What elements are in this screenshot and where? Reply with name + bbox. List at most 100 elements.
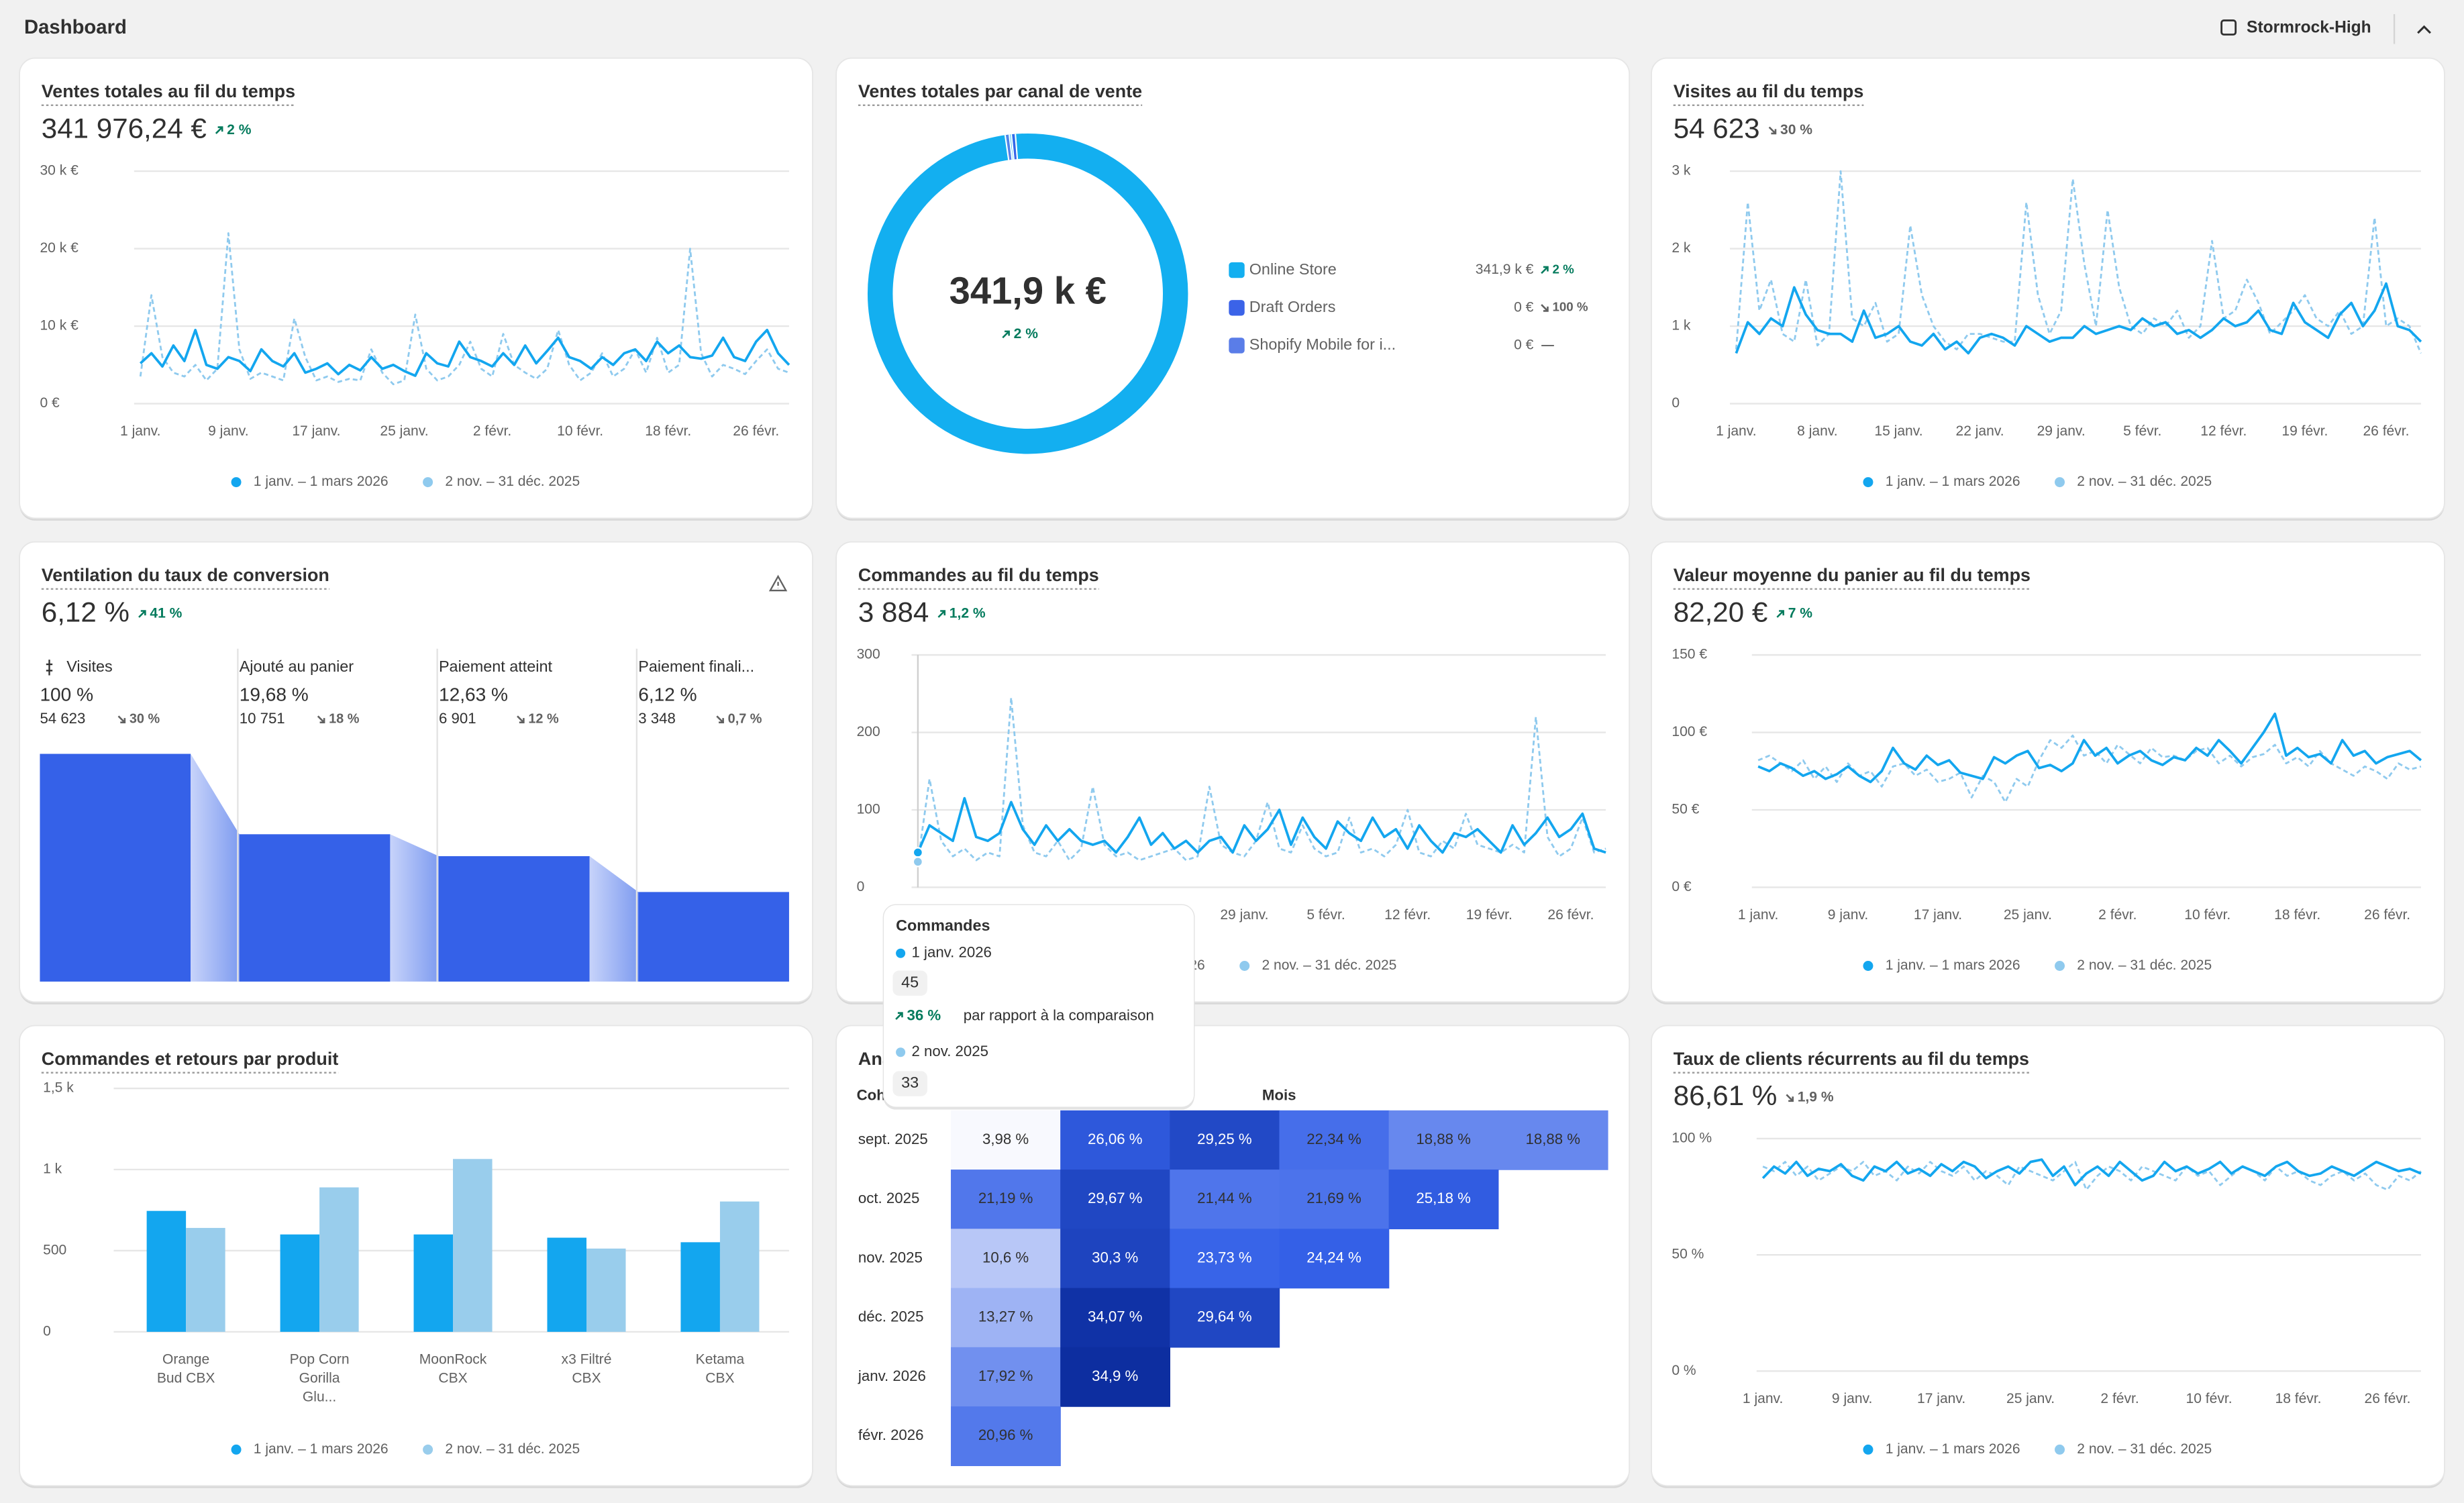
heatmap-cell (1060, 1170, 1171, 1230)
legend-swatch (1863, 1444, 1873, 1455)
tooltip-box (882, 904, 1195, 1108)
legend-swatch (2055, 477, 2065, 488)
legend-swatch (1229, 262, 1245, 278)
delta-arrow (1776, 610, 1784, 618)
x-tick-label: 25 janv. (380, 423, 428, 439)
x-tick-label: 17 janv. (1914, 907, 1962, 923)
funnel-bar (438, 856, 590, 982)
legend-label: Shopify Mobile for i... (1249, 335, 1396, 353)
stage-name: Paiement finali... (638, 658, 754, 675)
y-tick-label: 0 € (1672, 879, 1692, 894)
delta: 12 % (528, 711, 559, 726)
cell-label: 10,6 % (982, 1249, 1029, 1265)
row-label: janv. 2026 (858, 1367, 926, 1384)
cell-label: 29,64 % (1197, 1308, 1252, 1325)
tooltip-swatch (896, 1047, 906, 1057)
delta-arrow (1541, 304, 1549, 312)
legend-swatch (1229, 300, 1245, 316)
heatmap-cell (1170, 1110, 1280, 1170)
x-tick-label: Pop Corn (290, 1352, 350, 1367)
bar (146, 1210, 187, 1332)
donut-slice (867, 133, 1188, 454)
funnel-connector (589, 856, 639, 982)
heatmap-cell (1498, 1110, 1608, 1170)
x-tick-label: 5 févr. (1306, 907, 1345, 923)
heatmap-cell (1388, 1110, 1499, 1170)
tooltip: Commandes 1 janv. 2026 45 36 % par rapport à… (882, 904, 1195, 1110)
x-tick-label: Ketama (696, 1352, 745, 1367)
y-tick-label: 0 (43, 1323, 51, 1339)
tooltip-change: 36 % (907, 1006, 941, 1023)
cell-label: 21,44 % (1197, 1190, 1252, 1206)
stage-name: Paiement atteint (439, 658, 553, 675)
delta-arrow (138, 610, 146, 618)
delta-arrow (1541, 266, 1549, 274)
delta-arrow (895, 1012, 903, 1020)
series-line (1735, 282, 2422, 355)
delta-arrow (1786, 1094, 1794, 1102)
card: Visites au fil du temps 54 623 30 % 0 1 k 2 k… (1651, 57, 2445, 521)
delta-arrow (317, 715, 325, 723)
cell-label: 18,88 % (1416, 1131, 1471, 1147)
tooltip-pill (892, 970, 927, 996)
tooltip-swatch (896, 948, 906, 958)
y-tick-label: 0 (1672, 395, 1680, 411)
row-label: nov. 2025 (858, 1249, 923, 1265)
bar (680, 1242, 720, 1332)
x-tick-label: CBX (705, 1371, 734, 1386)
x-tick-label: 12 févr. (2200, 423, 2247, 439)
x-tick-label: 26 févr. (2363, 423, 2409, 439)
delta: 18 % (329, 711, 360, 726)
y-tick-label: 50 € (1672, 802, 1699, 817)
heatmap-cell (1170, 1288, 1280, 1348)
y-tick-label: 300 (857, 647, 880, 662)
stage-name: Visites (66, 658, 112, 675)
legend-swatch (2055, 961, 2065, 971)
x-tick-label: 26 févr. (2364, 907, 2410, 923)
donut-gap (1015, 134, 1019, 160)
legend-value: 0 € (1514, 338, 1534, 353)
legend-label: Draft Orders (1249, 298, 1336, 315)
x-tick-label: 15 janv. (1874, 423, 1922, 439)
card: Commandes et retours par produit 0 500 1 k 1… (19, 1025, 813, 1488)
bar (186, 1228, 225, 1332)
legend-swatch (1863, 961, 1873, 971)
bar (719, 1201, 760, 1332)
delta-arrow (1768, 126, 1777, 135)
x-tick-label: 25 janv. (2006, 1391, 2055, 1406)
donut-gap (1010, 134, 1015, 160)
funnel-connector (191, 754, 240, 982)
x-tick-label: 9 janv. (1828, 907, 1868, 923)
delta-arrow (117, 715, 126, 723)
y-tick-label: 100 (857, 802, 880, 817)
y-tick-label: 1,5 k (43, 1080, 74, 1096)
delta: 0,7 % (728, 711, 762, 726)
series-line (917, 696, 1606, 862)
x-tick-label: 25 janv. (2004, 907, 2052, 923)
legend-swatch (423, 477, 433, 488)
x-tick-label: 10 févr. (557, 423, 603, 439)
funnel-bar (40, 754, 191, 982)
x-tick-label: 19 févr. (1466, 907, 1512, 923)
stage-count: 3 348 (638, 710, 676, 727)
legend-label: 2 nov. – 31 déc. 2025 (445, 1441, 580, 1457)
y-tick-label: 2 k (1672, 240, 1691, 256)
card-background (835, 57, 1631, 519)
donut-gap (1009, 134, 1013, 160)
page-title: Dashboard (24, 17, 127, 38)
heatmap-cell (951, 1110, 1061, 1170)
cell-label: 23,73 % (1197, 1249, 1252, 1265)
tooltip-title: Commandes (896, 917, 990, 934)
legend-label: 2 nov. – 31 déc. 2025 (2077, 474, 2212, 489)
heatmap-cell (951, 1347, 1061, 1407)
cell-label: 17,92 % (978, 1367, 1033, 1384)
metric-value: 341 976,24 € (42, 112, 207, 144)
x-tick-label: Orange (162, 1352, 209, 1367)
card-title: Ventes totales par canal de vente (858, 81, 1142, 101)
y-tick-label: 0 € (40, 395, 60, 411)
cell-label: 34,9 % (1092, 1367, 1138, 1384)
delta-arrow (937, 610, 946, 618)
metric-value: 86,61 % (1674, 1080, 1778, 1111)
collapse-button[interactable] (2417, 25, 2431, 34)
